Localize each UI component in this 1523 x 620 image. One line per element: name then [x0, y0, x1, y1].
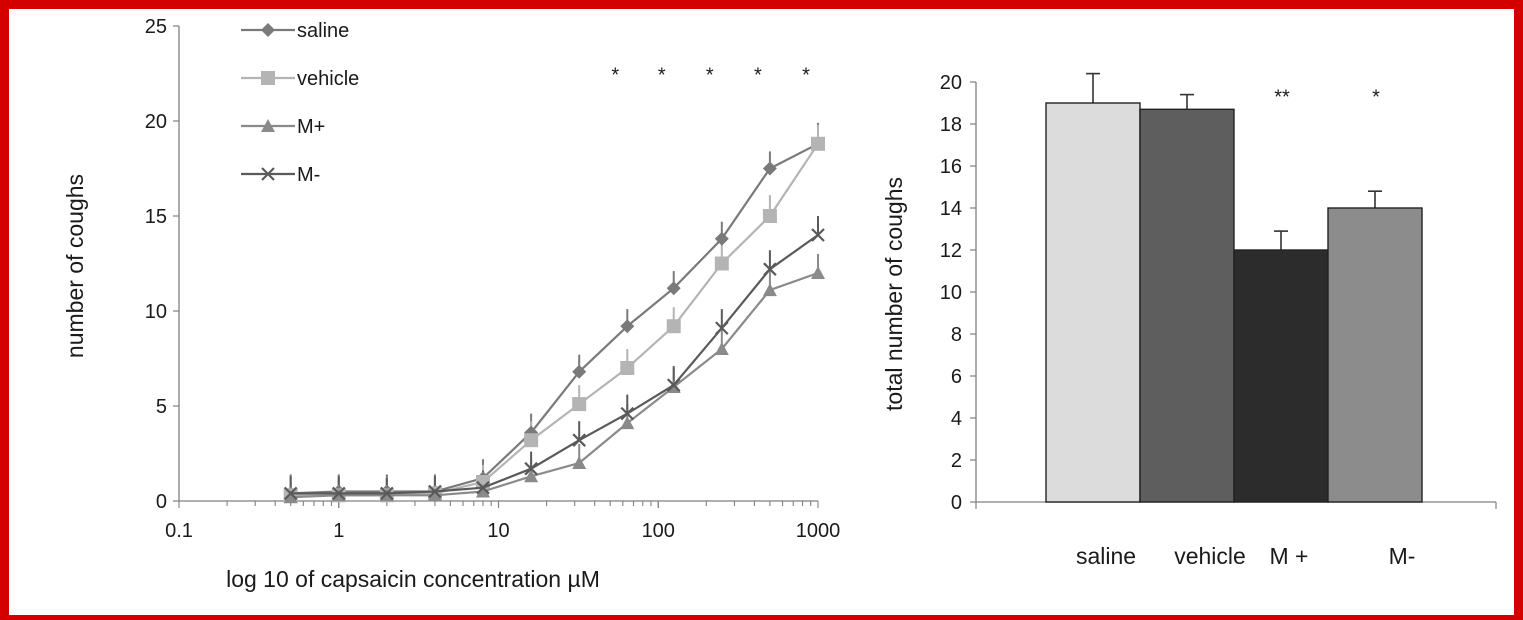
data-point	[620, 416, 635, 430]
y-tick-label: 8	[951, 324, 962, 346]
data-point	[811, 266, 825, 279]
y-tick-label: 14	[940, 198, 962, 220]
data-point	[620, 406, 635, 421]
legend-marker	[261, 167, 275, 181]
y-tick-label: 10	[145, 301, 167, 323]
data-point	[714, 231, 729, 246]
series-line	[290, 142, 819, 495]
significance-star: *	[706, 65, 714, 87]
bar	[1327, 207, 1423, 503]
data-point	[572, 397, 587, 412]
data-point	[428, 484, 442, 499]
significance-star: *	[611, 65, 619, 87]
y-tick-label: 20	[940, 72, 962, 94]
y-tick-label: 5	[156, 396, 167, 418]
series-line	[290, 143, 819, 497]
legend-label: M-	[297, 164, 320, 186]
category-label: M +	[1270, 543, 1309, 569]
bar	[1045, 102, 1141, 503]
data-point	[283, 486, 298, 501]
y-tick-label: 25	[145, 16, 167, 38]
category-label: saline	[1076, 543, 1136, 569]
y-tick-label: 2	[951, 450, 962, 472]
x-tick-label: 10	[487, 520, 509, 542]
significance-star: **	[1274, 87, 1290, 109]
series-line	[290, 234, 819, 495]
significance-star: *	[658, 65, 666, 87]
data-point	[476, 484, 491, 498]
legend-marker	[261, 71, 275, 85]
bar-chart: 0 2 4 6 8 10 12 14 16 18 20 total number of coughs s…	[881, 72, 1497, 569]
x-tick-label: 1000	[796, 520, 841, 542]
data-point	[331, 486, 346, 501]
data-point	[620, 319, 635, 334]
data-point	[666, 319, 681, 334]
data-point	[714, 342, 729, 355]
data-point	[666, 378, 681, 392]
data-point	[763, 262, 777, 276]
series-line	[290, 271, 819, 499]
x-tick-label: 1	[333, 520, 344, 542]
legend-label: M+	[297, 116, 325, 138]
data-point	[476, 480, 490, 495]
y-tick-label: 16	[940, 156, 962, 178]
y-axis-label: total number of coughs	[881, 177, 907, 411]
y-tick-label: 4	[951, 408, 962, 430]
data-point	[380, 486, 394, 501]
bar	[1233, 249, 1329, 503]
data-point	[524, 433, 539, 448]
data-point	[427, 488, 442, 502]
data-point	[811, 228, 825, 242]
data-point	[572, 433, 586, 447]
data-point	[762, 283, 777, 297]
data-point	[524, 461, 538, 476]
significance-star: *	[754, 65, 762, 87]
data-point	[762, 161, 777, 176]
category-label: vehicle	[1174, 543, 1246, 569]
significance-star: *	[1372, 87, 1380, 109]
x-tick-label: 0.1	[165, 520, 193, 542]
data-point	[572, 456, 587, 469]
y-tick-label: 15	[145, 206, 167, 228]
legend-label: vehicle	[297, 68, 359, 90]
y-axis-label: number of coughs	[62, 174, 88, 358]
y-tick-label: 10	[940, 282, 962, 304]
data-point	[283, 490, 298, 504]
data-point	[572, 364, 587, 379]
line-chart: 0 5 10 15 20 25 0.1 1 10 100 1000 log 10 of capsaic…	[62, 16, 840, 592]
legend-marker	[261, 119, 275, 132]
y-tick-label: 18	[940, 114, 962, 136]
data-point	[762, 209, 777, 223]
data-point	[666, 281, 681, 296]
y-tick-label: 6	[951, 366, 962, 388]
bar	[1139, 108, 1235, 503]
y-tick-label: 20	[145, 111, 167, 133]
data-point	[811, 136, 825, 151]
data-point	[620, 361, 635, 375]
category-label: M-	[1389, 543, 1416, 569]
legend-marker	[261, 23, 275, 37]
data-point	[715, 321, 729, 335]
y-tick-label: 0	[156, 491, 167, 513]
data-point	[524, 469, 539, 483]
figure-panel: 0 5 10 15 20 25 0.1 1 10 100 1000 log 10 of capsaic…	[9, 9, 1514, 615]
y-tick-label: 0	[951, 492, 962, 514]
y-tick-label: 12	[940, 240, 962, 262]
x-tick-label: 100	[642, 520, 675, 542]
significance-star: *	[802, 65, 810, 87]
legend-label: saline	[297, 20, 349, 42]
data-point	[714, 256, 729, 271]
x-axis-label: log 10 of capsaicin concentration µM	[226, 566, 600, 592]
